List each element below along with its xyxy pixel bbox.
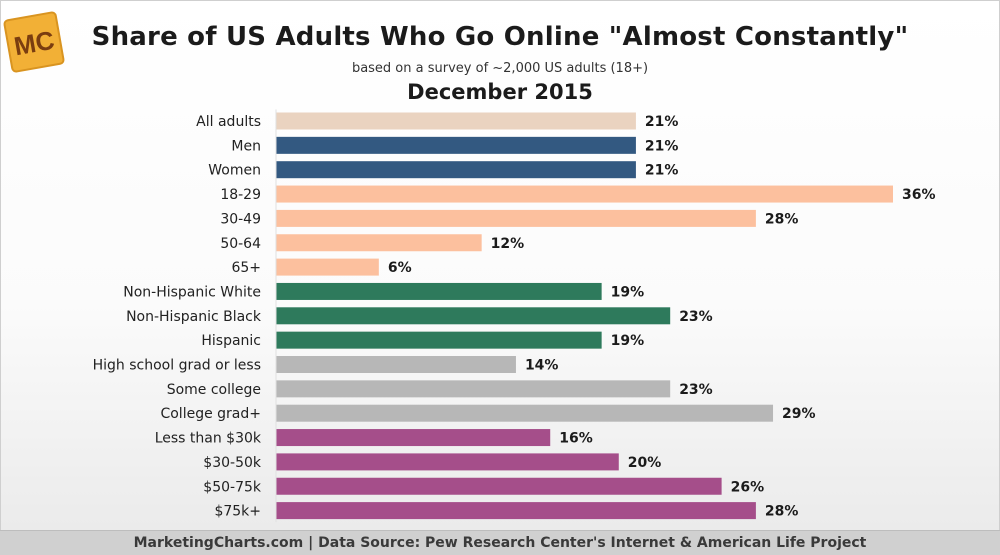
category-label: Women <box>208 163 261 179</box>
bar <box>276 331 602 349</box>
category-label: Men <box>231 138 261 154</box>
bar <box>276 477 722 495</box>
footer-source: MarketingCharts.com | Data Source: Pew R… <box>0 530 1000 555</box>
category-label: Hispanic <box>201 333 261 349</box>
bar <box>276 161 636 179</box>
value-label: 12% <box>491 236 525 252</box>
bar <box>276 282 602 300</box>
chart-subtitle: based on a survey of ~2,000 US adults (1… <box>351 61 649 76</box>
bar <box>276 258 379 276</box>
value-label: 19% <box>611 284 645 300</box>
chart-date: December 2015 <box>407 80 593 104</box>
value-label: 36% <box>902 187 936 203</box>
bar <box>276 234 482 252</box>
value-label: 21% <box>645 138 679 154</box>
bar <box>276 429 551 447</box>
bar <box>276 307 671 325</box>
value-label: 29% <box>782 406 816 422</box>
value-label: 6% <box>388 260 412 276</box>
category-label: 50-64 <box>220 236 261 252</box>
value-label: 28% <box>765 504 799 520</box>
category-label: Some college <box>167 382 261 398</box>
category-label: Non-Hispanic White <box>123 284 261 300</box>
bar <box>276 356 516 373</box>
category-label: $30-50k <box>203 455 262 471</box>
category-label: $75k+ <box>214 504 261 520</box>
category-label: 30-49 <box>220 211 261 227</box>
bar <box>276 136 636 154</box>
value-label: 23% <box>679 382 713 398</box>
category-label: 18-29 <box>220 187 261 203</box>
bar <box>276 185 893 203</box>
bar <box>276 209 756 227</box>
bar <box>276 404 774 422</box>
value-label: 19% <box>611 333 645 349</box>
value-label: 21% <box>645 163 679 179</box>
category-label: $50-75k <box>203 479 262 495</box>
category-label: Less than $30k <box>155 431 262 447</box>
category-label: College grad+ <box>160 406 261 422</box>
value-label: 23% <box>679 309 713 325</box>
bar <box>276 502 756 520</box>
marketingcharts-logo: MC <box>2 10 67 75</box>
chart-title: Share of US Adults Who Go Online "Almost… <box>91 22 909 52</box>
logo-text: MC <box>12 25 57 62</box>
category-label: All adults <box>196 114 261 130</box>
value-label: 16% <box>559 431 593 447</box>
bar <box>276 380 671 398</box>
value-label: 26% <box>731 479 765 495</box>
value-label: 20% <box>628 455 662 471</box>
value-label: 28% <box>765 211 799 227</box>
category-label: 65+ <box>231 260 261 276</box>
value-label: 14% <box>525 358 559 374</box>
category-label: Non-Hispanic Black <box>126 309 262 325</box>
bar <box>276 453 619 471</box>
bar <box>276 112 636 130</box>
category-label: High school grad or less <box>93 358 261 374</box>
value-label: 21% <box>645 114 679 130</box>
